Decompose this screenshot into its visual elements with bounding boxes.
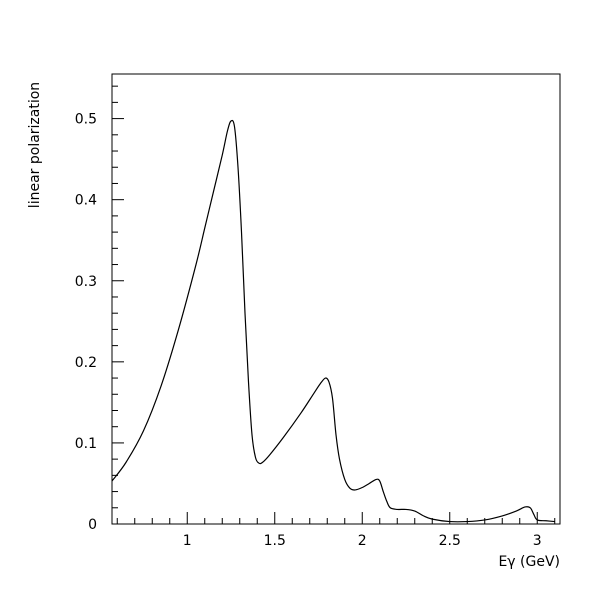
x-tick-label: 1.5 (264, 533, 286, 549)
y-tick-label: 0.1 (75, 436, 97, 452)
y-tick-label: 0 (88, 517, 97, 533)
y-tick-label: 0.4 (75, 193, 97, 209)
y-tick-label: 0.5 (75, 112, 97, 128)
tick-labels: 1 1.5 2 2.5 3 0 0.1 0.2 0.3 0.4 0.5 (75, 112, 542, 549)
x-tick-label: 1 (183, 533, 192, 549)
x-axis-label: Eγ (GeV) (498, 554, 560, 570)
axis-ticks (112, 85, 556, 525)
y-axis-label: linear polarization (27, 82, 43, 208)
x-tick-label: 3 (533, 533, 542, 549)
y-tick-label: 0.3 (75, 274, 97, 290)
x-tick-label: 2 (358, 533, 367, 549)
x-tick-label: 2.5 (439, 533, 461, 549)
series-line-0 (111, 119, 555, 523)
y-tick-label: 0.2 (75, 355, 97, 371)
plot-frame (111, 73, 561, 525)
